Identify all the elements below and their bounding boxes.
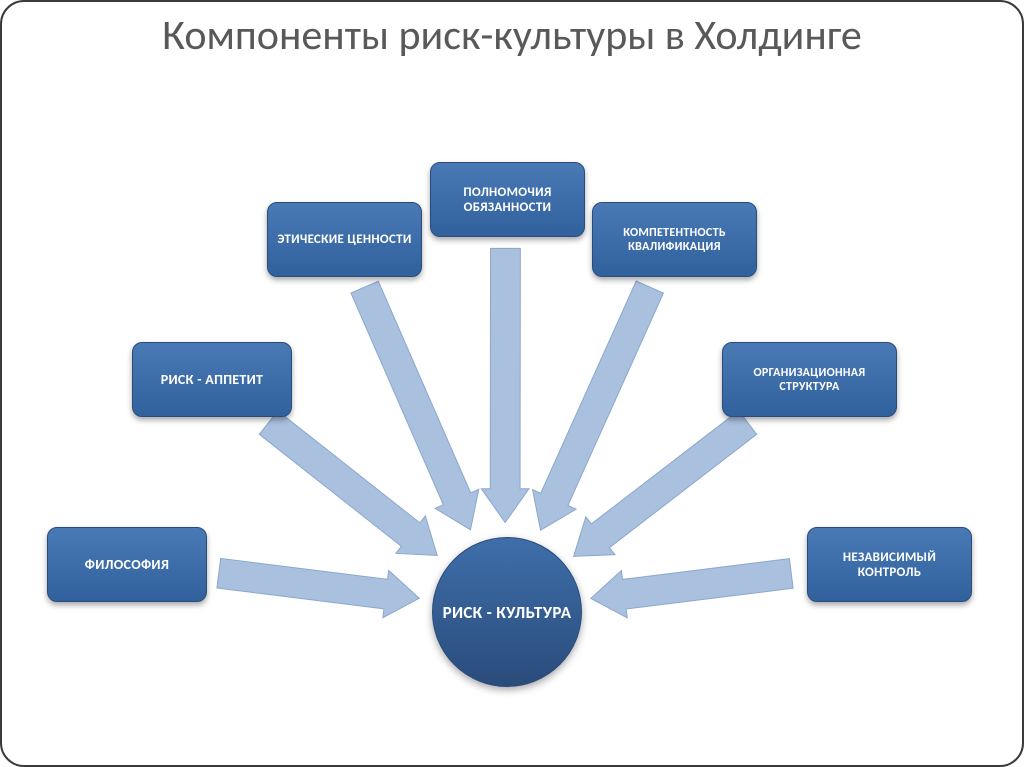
arrow-authority	[481, 248, 529, 522]
node-competence: КОМПЕТЕНТНОСТЬ КВАЛИФИКАЦИЯ	[592, 202, 757, 277]
center-node: РИСК - КУЛЬТУРА	[432, 537, 582, 687]
node-label: ЭТИЧЕСКИЕ ЦЕННОСТИ	[277, 232, 411, 247]
node-ethics: ЭТИЧЕСКИЕ ЦЕННОСТИ	[267, 202, 422, 277]
slide-title: Компоненты риск-культуры в Холдинге	[2, 12, 1022, 60]
node-label: ПОЛНОМОЧИЯ ОБЯЗАННОСТИ	[437, 185, 578, 215]
arrow-independent-control	[591, 559, 793, 618]
diagram: РИСК - КУЛЬТУРА ФИЛОСОФИЯ РИСК - АППЕТИТ ЭТ…	[2, 142, 1022, 765]
node-philosophy: ФИЛОСОФИЯ	[47, 527, 207, 602]
node-org-structure: ОРГАНИЗАЦИОННАЯ СТРУКТУРА	[722, 342, 897, 417]
center-label: РИСК - КУЛЬТУРА	[443, 602, 572, 623]
arrow-philosophy	[217, 558, 419, 617]
node-label: ОРГАНИЗАЦИОННАЯ СТРУКТУРА	[729, 366, 890, 394]
arrow-risk-appetite	[259, 411, 437, 556]
node-label: НЕЗАВИСИМЫЙ КОНТРОЛЬ	[814, 550, 965, 580]
node-label: КОМПЕТЕНТНОСТЬ КВАЛИФИКАЦИЯ	[599, 226, 750, 254]
node-authority: ПОЛНОМОЧИЯ ОБЯЗАННОСТИ	[430, 162, 585, 237]
node-independent-control: НЕЗАВИСИМЫЙ КОНТРОЛЬ	[807, 527, 972, 602]
slide-frame: Компоненты риск-культуры в Холдинге РИСК…	[0, 0, 1024, 767]
node-label: РИСК - АППЕТИТ	[161, 371, 264, 388]
node-label: ФИЛОСОФИЯ	[85, 556, 169, 573]
node-risk-appetite: РИСК - АППЕТИТ	[132, 342, 292, 417]
